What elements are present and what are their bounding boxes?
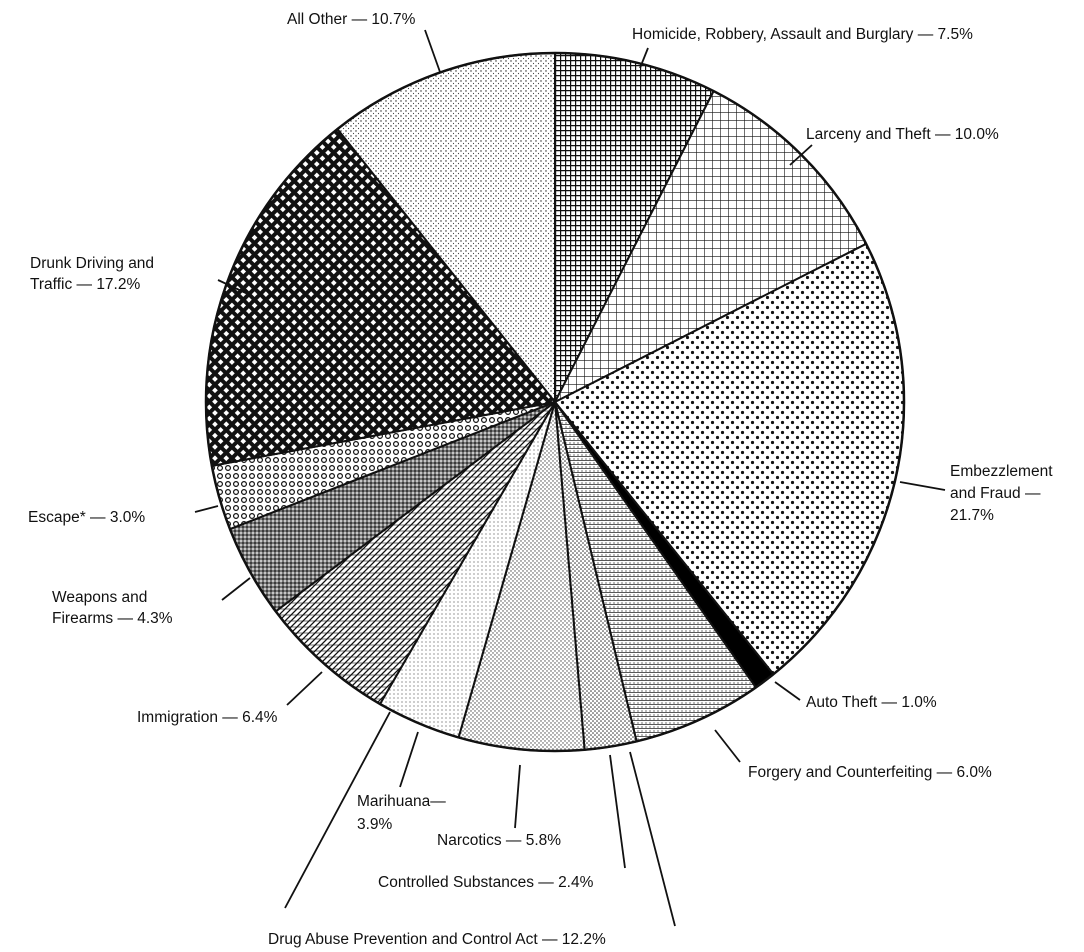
slice-label: Narcotics — 5.8%: [437, 832, 561, 849]
slice-label: and Fraud —: [950, 485, 1041, 502]
slice-label: Larceny and Theft — 10.0%: [806, 126, 999, 143]
slice-label: Homicide, Robbery, Assault and Burglary …: [632, 26, 973, 43]
leader-line: [194, 505, 219, 513]
slice-label: Controlled Substances — 2.4%: [378, 874, 594, 891]
leader-line: [899, 481, 946, 491]
leader-line: [221, 577, 251, 601]
leader-line: [284, 711, 391, 909]
leader-line: [639, 47, 649, 69]
leader-line: [217, 279, 251, 296]
leader-line: [399, 731, 419, 788]
leader-line: [714, 729, 741, 763]
pie: [204, 51, 906, 753]
slice-label: All Other — 10.7%: [287, 11, 416, 28]
slice-label: Escape* — 3.0%: [28, 509, 145, 526]
leader-line: [514, 764, 521, 829]
slice-label: Embezzlement: [950, 463, 1053, 480]
slice-label: Marihuana—: [357, 793, 446, 810]
leader-line: [286, 671, 323, 706]
leader-line: [609, 754, 626, 869]
slice-label: 3.9%: [357, 816, 393, 833]
slice-label: Weapons and: [52, 589, 147, 606]
annotation: Drug Abuse Prevention and Control Act — …: [268, 931, 606, 948]
slice-label: Drunk Driving and: [30, 255, 154, 272]
slice-label: Auto Theft — 1.0%: [806, 694, 937, 711]
labels: Homicide, Robbery, Assault and Burglary …: [28, 11, 1053, 948]
leader-line: [789, 144, 813, 166]
slice-label: Immigration — 6.4%: [137, 709, 278, 726]
leader-line: [629, 751, 676, 927]
leader-line: [424, 29, 441, 73]
slice-label: 21.7%: [950, 507, 994, 524]
pie-outline: [204, 51, 906, 753]
slice-label: Firearms — 4.3%: [52, 610, 173, 627]
leader-line: [774, 681, 801, 701]
slice-label: Traffic — 17.2%: [30, 276, 140, 293]
slice-label: Forgery and Counterfeiting — 6.0%: [748, 764, 992, 781]
